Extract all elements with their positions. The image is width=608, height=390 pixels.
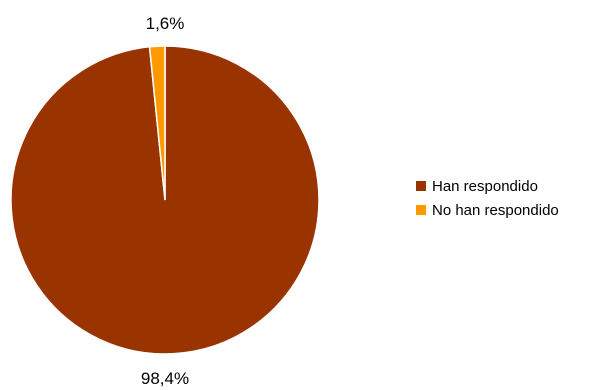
legend-swatch-no-han-respondido — [416, 205, 426, 215]
legend-label-han-respondido: Han respondido — [432, 178, 538, 195]
pie-slice-no-han-respondido — [148, 45, 166, 201]
data-label-no-han-respondido: 1,6% — [146, 14, 185, 33]
data-label-han-respondido: 98,4% — [141, 369, 189, 388]
pie-data-labels: 98,4% 1,6% — [141, 14, 189, 388]
legend-swatch-han-respondido — [416, 181, 426, 191]
legend: Han respondido No han respondido — [416, 178, 559, 219]
pie-slices — [10, 45, 320, 355]
legend-label-no-han-respondido: No han respondido — [432, 202, 559, 219]
